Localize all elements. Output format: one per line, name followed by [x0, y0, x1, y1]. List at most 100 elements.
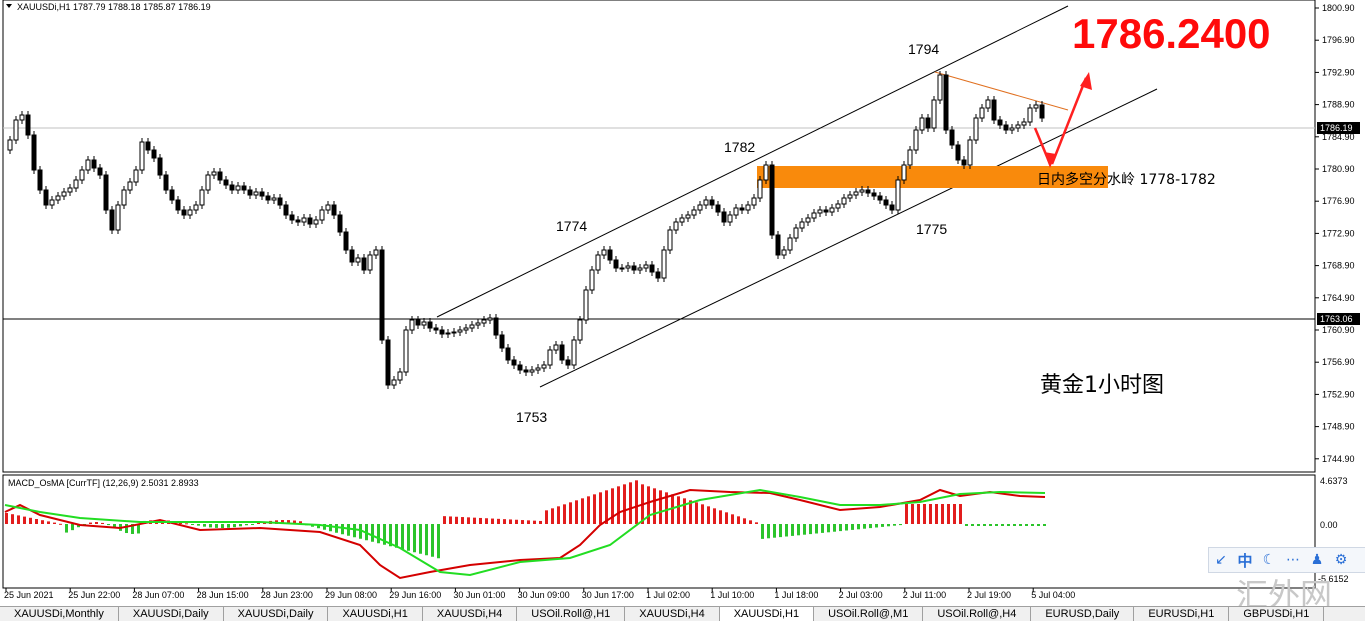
candle-body	[19, 114, 25, 121]
chart-tab[interactable]: XAUUSDi,Daily	[119, 607, 224, 621]
candle-body	[325, 204, 331, 211]
macd-bar	[977, 524, 980, 526]
chart-tab[interactable]: USOil.Roll@,H1	[517, 607, 626, 621]
user-icon[interactable]: ♟	[1310, 552, 1324, 568]
macd-bar	[857, 524, 860, 530]
chart-tab[interactable]: USOil.Roll@,M1	[814, 607, 924, 621]
candle-body	[499, 334, 505, 349]
candle-body	[127, 181, 133, 191]
chart-tab[interactable]: XAUUSDi,H4	[423, 607, 518, 621]
macd-bar	[473, 517, 476, 524]
chart-tab[interactable]: EURUSD,Daily	[1031, 607, 1135, 621]
macd-bar	[251, 524, 254, 525]
candle-body	[679, 217, 685, 223]
time-tick-label: 2 Jul 11:00	[903, 590, 946, 600]
candle-body	[1003, 124, 1009, 131]
macd-bar	[371, 524, 374, 542]
forecast-arrows	[1033, 72, 1092, 168]
macd-bar	[335, 524, 338, 533]
macd-bar	[479, 517, 482, 524]
candle-body	[145, 141, 151, 151]
main-pane[interactable]	[2, 0, 1316, 473]
chart-tab[interactable]: XAUUSDi,Daily	[224, 607, 329, 621]
time-axis[interactable]: 25 Jun 2021 25 Jun 22:00 28 Jun 07:00 28 Ju…	[4, 588, 1075, 600]
candle-body	[187, 209, 193, 216]
candle-body	[409, 319, 415, 331]
macd-bar	[611, 488, 614, 524]
macd-bar	[635, 480, 638, 524]
candle-body	[103, 174, 109, 211]
candle-body	[541, 364, 547, 369]
candle-body	[199, 189, 205, 206]
macd-bar	[545, 510, 548, 524]
price-tick-label: 1784.90	[1322, 132, 1355, 142]
arrow-icon[interactable]: ↙	[1215, 552, 1227, 568]
macd-bar	[1013, 524, 1016, 526]
time-tick-label: 28 Jun 15:00	[197, 590, 249, 600]
macd-bar	[749, 520, 752, 524]
candle-body	[439, 329, 445, 335]
candle-body	[607, 249, 613, 261]
macd-bar	[299, 521, 302, 524]
macd-axis-zero: 0.00	[1320, 520, 1338, 530]
language-icon[interactable]: 中	[1237, 551, 1253, 570]
chart-tabs[interactable]: XAUUSDi,Monthly XAUUSDi,Daily XAUUSDi,Dail…	[0, 606, 1365, 621]
macd-bar	[677, 496, 680, 524]
macd-bar	[11, 514, 14, 524]
ime-toolbar[interactable]: ↙ 中 ☾ ⋯ ♟ ⚙	[1208, 547, 1365, 573]
candle-body	[235, 185, 241, 191]
macd-bar	[497, 518, 500, 524]
macd-bar	[329, 524, 332, 532]
chart-tab[interactable]: EURUSDi,H1	[1134, 607, 1230, 621]
candle-body	[919, 117, 925, 131]
price-axis[interactable]: 1800.90 1796.90 1792.90 1788.90 1784.90 1780.…	[1315, 3, 1355, 464]
macd-bar	[131, 524, 134, 534]
candle-body	[973, 117, 979, 141]
channel-upper-line[interactable]	[436, 5, 1069, 318]
macd-bar	[491, 518, 494, 524]
resistance-trendline[interactable]	[934, 71, 1069, 111]
macd-bar	[227, 524, 230, 528]
macd-bar	[809, 524, 812, 535]
candle-body	[451, 331, 457, 334]
candle-body	[721, 211, 727, 223]
time-tick-label: 29 Jun 08:00	[325, 590, 377, 600]
dropdown-triangle-icon[interactable]	[6, 4, 12, 8]
candle-body	[85, 159, 91, 171]
macd-bar	[437, 524, 440, 559]
macd-bar	[95, 522, 98, 524]
macd-bar	[839, 524, 842, 532]
macd-bar	[515, 519, 518, 524]
candle-body	[595, 254, 601, 271]
candle-body	[505, 347, 511, 361]
macd-bar	[1019, 524, 1022, 526]
candle-body	[961, 159, 967, 166]
candle-body	[55, 195, 61, 201]
candle-body	[763, 164, 769, 181]
candle-body	[649, 264, 655, 273]
chart-tab[interactable]: GBPUSDi,H1	[1229, 607, 1325, 621]
chart-tab[interactable]: XAUUSDi,H4	[625, 607, 720, 621]
candle-body	[157, 157, 163, 176]
chart-tab[interactable]: XAUUSDi,H1	[719, 607, 815, 621]
dots-icon[interactable]: ⋯	[1286, 552, 1300, 568]
macd-bar	[449, 516, 452, 524]
macd-bar	[737, 516, 740, 524]
candle-body	[79, 169, 85, 181]
macd-bar	[1007, 524, 1010, 526]
macd-bar	[323, 524, 326, 530]
candle-body	[151, 149, 157, 159]
chart-tab[interactable]: XAUUSDi,H1	[328, 607, 423, 621]
moon-icon[interactable]: ☾	[1262, 552, 1276, 568]
gear-icon[interactable]: ⚙	[1334, 552, 1348, 568]
candle-body	[901, 164, 907, 181]
chart-tab[interactable]: XAUUSDi,Monthly	[0, 607, 119, 621]
price-tick-label: 1776.90	[1322, 196, 1355, 206]
channel-lower-line[interactable]	[539, 88, 1158, 388]
candle-body	[49, 199, 55, 206]
time-tick-label: 30 Jun 09:00	[518, 590, 570, 600]
pivot-zone[interactable]	[757, 166, 1108, 188]
macd-bar	[395, 524, 398, 548]
chart-tab[interactable]: USOil.Roll@,H4	[923, 607, 1032, 621]
